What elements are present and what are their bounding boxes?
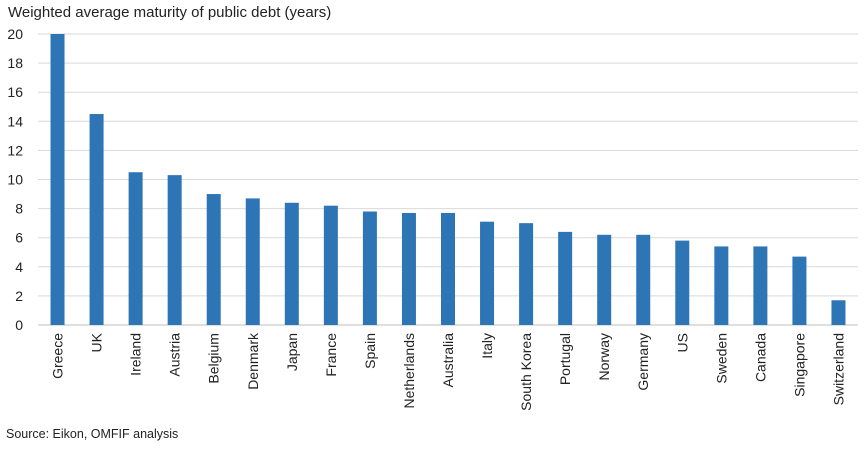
bar-spain xyxy=(362,211,377,325)
bar-norway xyxy=(597,234,612,325)
x-category-label: Italy xyxy=(479,333,495,359)
y-tick-label: 4 xyxy=(15,259,23,275)
x-category-label: Austria xyxy=(167,333,183,377)
x-category-label: US xyxy=(674,333,690,352)
x-category-label: Singapore xyxy=(791,333,807,397)
x-category-label: France xyxy=(323,333,339,377)
bar-netherlands xyxy=(401,212,416,325)
x-category-label: Ireland xyxy=(128,333,144,376)
y-axis: 0 2 4 6 8 10 12 14 16 18 20 xyxy=(7,26,23,333)
bar-italy xyxy=(480,221,495,325)
bar-uk xyxy=(89,114,104,326)
bar-france xyxy=(323,205,338,325)
x-category-label: Japan xyxy=(284,333,300,371)
x-category-label: Norway xyxy=(596,333,612,380)
bar-ireland xyxy=(128,172,143,325)
y-tick-label: 6 xyxy=(15,230,23,246)
y-tick-label: 2 xyxy=(15,288,23,304)
bar-japan xyxy=(284,202,299,325)
y-tick-label: 12 xyxy=(7,142,23,158)
x-category-label: Greece xyxy=(50,333,66,379)
bar-canada xyxy=(753,246,768,325)
y-tick-label: 10 xyxy=(7,172,23,188)
bar-sweden xyxy=(714,246,729,325)
bar-australia xyxy=(441,212,455,325)
x-category-label: Canada xyxy=(752,333,768,382)
x-category-label: Denmark xyxy=(245,332,261,390)
y-tick-label: 16 xyxy=(7,84,23,100)
bar-germany xyxy=(636,234,651,325)
bar-us xyxy=(675,240,690,325)
x-category-label: Netherlands xyxy=(401,333,417,409)
bar-singapore xyxy=(792,256,807,325)
x-category-label: Australia xyxy=(440,333,456,388)
bar-belgium xyxy=(206,194,221,325)
x-category-label: Germany xyxy=(635,333,651,391)
source-note: Source: Eikon, OMFIF analysis xyxy=(6,427,179,441)
y-tick-label: 20 xyxy=(7,26,23,42)
x-category-label: Spain xyxy=(362,333,378,369)
y-tick-label: 8 xyxy=(15,201,23,217)
x-category-label: Portugal xyxy=(557,333,573,385)
y-tick-label: 0 xyxy=(15,317,23,333)
y-tick-label: 14 xyxy=(7,113,23,129)
x-axis: Greece UK Ireland Austria Belgium Denmark Japa… xyxy=(50,332,847,411)
chart-title: Weighted average maturity of public debt… xyxy=(8,4,332,21)
bar-switzerland xyxy=(831,300,846,325)
x-category-label: Belgium xyxy=(206,333,222,384)
bars xyxy=(50,34,846,326)
bar-austria xyxy=(167,175,182,325)
bar-portugal xyxy=(558,231,573,325)
x-category-label: Sweden xyxy=(713,333,729,384)
y-tick-label: 18 xyxy=(7,55,23,71)
bar-greece xyxy=(50,34,65,325)
bar-denmark xyxy=(245,198,260,325)
x-category-label: Switzerland xyxy=(830,333,846,405)
x-category-label: South Korea xyxy=(518,333,534,411)
x-category-label: UK xyxy=(89,332,105,352)
bar-south-korea xyxy=(519,223,534,325)
